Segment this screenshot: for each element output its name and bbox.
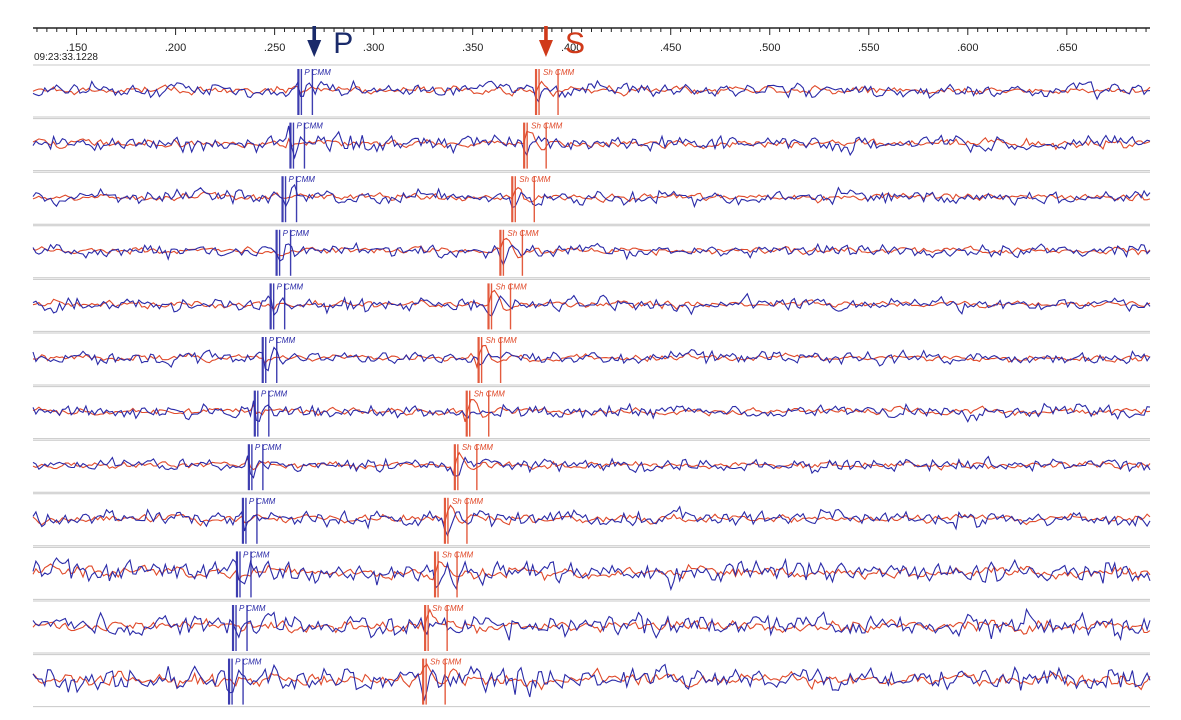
vertical-component-waveform: [32, 400, 1151, 423]
vertical-component-waveform: [32, 241, 1151, 267]
p-pick-label: P CMM: [239, 604, 266, 613]
s-pick-label: Sh CMM: [452, 497, 483, 506]
vertical-component-waveform: [32, 607, 1151, 642]
s-pick-label: Sh CMM: [531, 122, 562, 131]
vertical-component-waveform: [32, 125, 1151, 160]
p-pick-label: P CMM: [255, 443, 282, 452]
tick-label: .300: [363, 42, 384, 54]
trace-11: P CMM Sh CMM: [32, 600, 1151, 654]
horizontal-component-waveform: [32, 344, 1151, 370]
trace-6: P CMM Sh CMM: [32, 332, 1151, 386]
tick-label: .150: [66, 42, 87, 54]
tick-label: .550: [858, 42, 879, 54]
p-pick-label: P CMM: [304, 68, 331, 77]
tick-label: .450: [660, 42, 681, 54]
trace-10: P CMM Sh CMM: [32, 546, 1151, 600]
horizontal-component-waveform: [32, 504, 1151, 527]
trace-5: P CMM Sh CMM: [32, 278, 1151, 332]
s-arrival-arrow: S: [538, 26, 585, 60]
s-pick-label: Sh CMM: [432, 604, 463, 613]
vertical-component-waveform: [32, 292, 1151, 317]
horizontal-component-waveform: [32, 80, 1151, 98]
tick-label: .500: [759, 42, 780, 54]
p-pick-label: P CMM: [269, 336, 296, 345]
vertical-component-waveform: [32, 505, 1151, 537]
s-pick-label: Sh CMM: [519, 175, 550, 184]
s-pick-label: Sh CMM: [474, 390, 505, 399]
s-pick-label: Sh CMM: [442, 550, 473, 559]
p-arrival-arrow: P: [307, 26, 353, 60]
p-arrival-arrow-label: P: [333, 27, 353, 60]
s-pick-label: Sh CMM: [430, 658, 461, 667]
tick-label: .400: [561, 42, 582, 54]
start-time-label: 09:23:33.1228: [34, 52, 98, 63]
s-arrival-arrow-head-icon: [538, 40, 553, 57]
trace-8: P CMM Sh CMM: [32, 439, 1151, 493]
vertical-component-waveform: [32, 79, 1151, 103]
trace-7: P CMM Sh CMM: [32, 386, 1151, 440]
trace-12: P CMM Sh CMM: [32, 654, 1151, 708]
p-pick-label: P CMM: [235, 658, 262, 667]
s-pick-label: Sh CMM: [462, 443, 493, 452]
p-pick-label: P CMM: [283, 229, 310, 238]
p-pick-label: P CMM: [289, 175, 316, 184]
vertical-component-waveform: [32, 346, 1151, 372]
p-pick-label: P CMM: [261, 390, 288, 399]
trace-9: P CMM Sh CMM: [32, 493, 1151, 547]
s-pick-label: Sh CMM: [486, 336, 517, 345]
vertical-component-waveform: [32, 557, 1151, 592]
p-arrival-arrow-head-icon: [307, 40, 322, 57]
horizontal-component-waveform: [32, 608, 1151, 635]
tick-label: .200: [165, 42, 186, 54]
s-pick-label: Sh CMM: [543, 68, 574, 77]
tick-label: .600: [957, 42, 978, 54]
s-pick-label: Sh CMM: [496, 282, 527, 291]
horizontal-component-waveform: [32, 237, 1151, 259]
trace-stack: P CMM Sh CMM P CMM Sh CMM P CMM Sh CMM P CMM Sh…: [32, 64, 1151, 708]
p-arrival-arrow-shaft: [312, 26, 317, 42]
vertical-component-waveform: [32, 183, 1151, 209]
trace-3: P CMM Sh CMM: [32, 171, 1151, 225]
tick-label: .650: [1056, 42, 1077, 54]
trace-1: P CMM Sh CMM: [32, 64, 1151, 118]
trace-4: P CMM Sh CMM: [32, 225, 1151, 279]
horizontal-component-waveform: [32, 451, 1151, 476]
time-axis: 09:23:33.1228 .150 .200 .250 .300 .350 .400 .4…: [33, 27, 1150, 63]
tick-label: .250: [264, 42, 285, 54]
p-pick-label: P CMM: [249, 497, 276, 506]
p-pick-label: P CMM: [296, 122, 323, 131]
horizontal-component-waveform: [32, 289, 1151, 311]
p-pick-label: P CMM: [277, 282, 304, 291]
s-pick-label: Sh CMM: [507, 229, 538, 238]
p-pick-label: P CMM: [243, 550, 270, 559]
horizontal-component-waveform: [32, 186, 1151, 204]
trace-2: P CMM Sh CMM: [32, 118, 1151, 172]
tick-label: .350: [462, 42, 483, 54]
horizontal-component-waveform: [32, 560, 1151, 582]
vertical-component-waveform: [32, 455, 1151, 479]
s-arrival-arrow-label: S: [565, 27, 585, 60]
s-arrival-arrow-shaft: [544, 26, 548, 42]
vertical-component-waveform: [32, 663, 1151, 702]
